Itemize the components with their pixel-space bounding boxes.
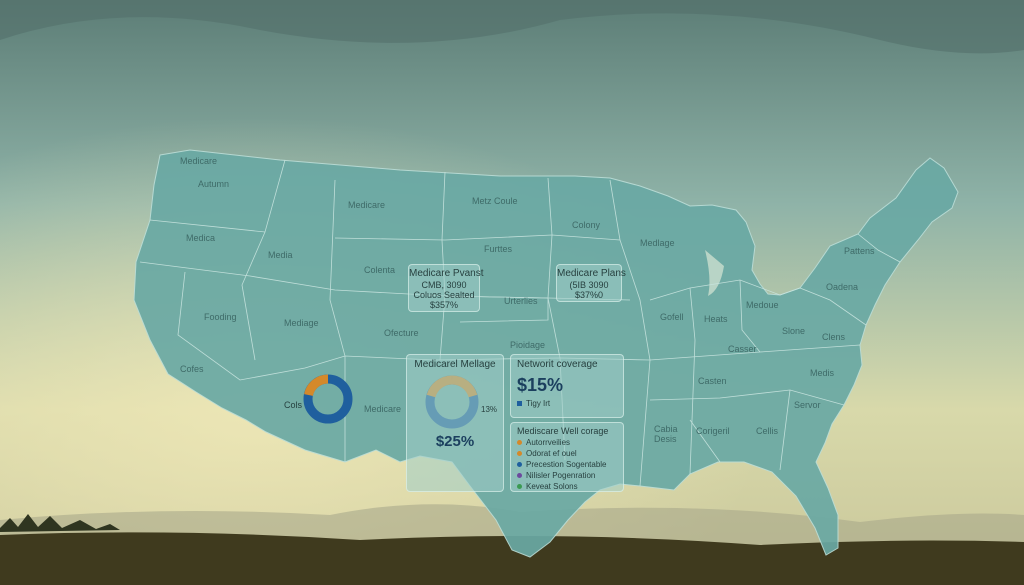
state-label: Pioidage (510, 340, 546, 350)
state-label: Cellis (756, 426, 779, 436)
card-line: $357% (429, 300, 459, 310)
state-label: Media (268, 250, 293, 260)
state-label: Colony (572, 220, 601, 230)
legend-dot (517, 440, 522, 445)
state-label: Ofecture (384, 328, 419, 338)
state-label: Medis (810, 368, 835, 378)
card-title: Medicarel Mellage (414, 359, 496, 370)
state-label: Autumn (198, 179, 230, 189)
state-label: Medicare (180, 156, 218, 166)
legend-dot (517, 462, 522, 467)
card-title: Networit coverage (517, 359, 598, 370)
state-label: Clens (822, 332, 846, 342)
medicare-plans-card-right: Medicare Plans (5IB 3090 $37%0 (556, 264, 626, 302)
usa-map (133, 149, 959, 558)
foreground-grass (0, 532, 1024, 585)
network-value: $15% (517, 375, 564, 395)
state-label: Gofell (660, 312, 684, 322)
state-label: Medlage (640, 238, 675, 248)
state-label: Mediage (284, 318, 319, 328)
state-label: Casser (728, 344, 757, 354)
card-line: (5IB 3090 (569, 280, 609, 290)
wellness-legend: Autorrveilies Odorat ef ouel Precestion So… (517, 437, 617, 492)
legend-item: Precestion Sogentable (517, 459, 617, 470)
state-label: Colenta (364, 265, 396, 275)
clouds (0, 0, 1024, 54)
state-label: Casten (698, 376, 727, 386)
legend-label: Tigy Irt (526, 399, 551, 408)
card-title: Medicare Pvanst (409, 268, 484, 279)
legend-label: Nilisler Pogenration (526, 471, 596, 480)
state-label: Pattens (844, 246, 875, 256)
card-title: Medicare Plans (557, 268, 626, 279)
state-label: Servor (794, 400, 821, 410)
legend-dot (517, 401, 522, 406)
state-label: Cofes (180, 364, 204, 374)
legend-item: Nilisler Pogenration (517, 470, 617, 481)
card-line: $37%0 (574, 290, 604, 300)
legend-label: Odorat ef ouel (526, 449, 577, 458)
legend-dot (517, 473, 522, 478)
tree-line (0, 514, 120, 532)
state-label: Medicare (348, 200, 386, 210)
card-line: CMB, 3090 (421, 280, 467, 290)
legend-item: Odorat ef ouel (517, 448, 617, 459)
state-label: Medoue (746, 300, 779, 310)
legend-label: Autorrveilies (526, 438, 571, 447)
legend-item: Autorrveilies (517, 437, 617, 448)
donut-left-label: Cols (284, 400, 303, 410)
state-label: Medicare (364, 404, 402, 414)
legend-dot (517, 484, 522, 489)
wellness-coverage-card: Mediscare Well corage Autorrveilies Odora… (510, 422, 624, 492)
state-label: Cabia Desis (654, 424, 678, 444)
usage-value: $25% (435, 433, 475, 450)
state-label: Heats (704, 314, 728, 324)
state-label: Furttes (484, 244, 513, 254)
medicare-plans-card-left: Medicare Pvanst CMB, 3090 Coluos Sealted… (408, 264, 484, 312)
state-label: Urterlies (504, 296, 538, 306)
state-label: Slone (782, 326, 806, 336)
network-legend: Tigy Irt (517, 398, 617, 409)
state-label: Fooding (204, 312, 237, 322)
legend-item: Keveat Solons (517, 481, 617, 492)
medicare-usage-card: Medicarel Mellage 13% $25% (406, 354, 504, 492)
card-title: Mediscare Well corage (517, 426, 609, 436)
legend-label: Keveat Solons (526, 482, 578, 491)
state-label: Medica (186, 233, 216, 243)
state-label: Metz Coule (472, 196, 518, 206)
state-label: Oadena (826, 282, 859, 292)
legend-dot (517, 451, 522, 456)
network-coverage-card: Networit coverage $15% Tigy Irt (510, 354, 624, 418)
donut-left (303, 374, 353, 424)
state-label: Corigeril (696, 426, 730, 436)
card-line: Coluos Sealted (413, 290, 475, 300)
legend-label: Precestion Sogentable (526, 460, 607, 469)
donut-side-value: 13% (481, 405, 498, 414)
